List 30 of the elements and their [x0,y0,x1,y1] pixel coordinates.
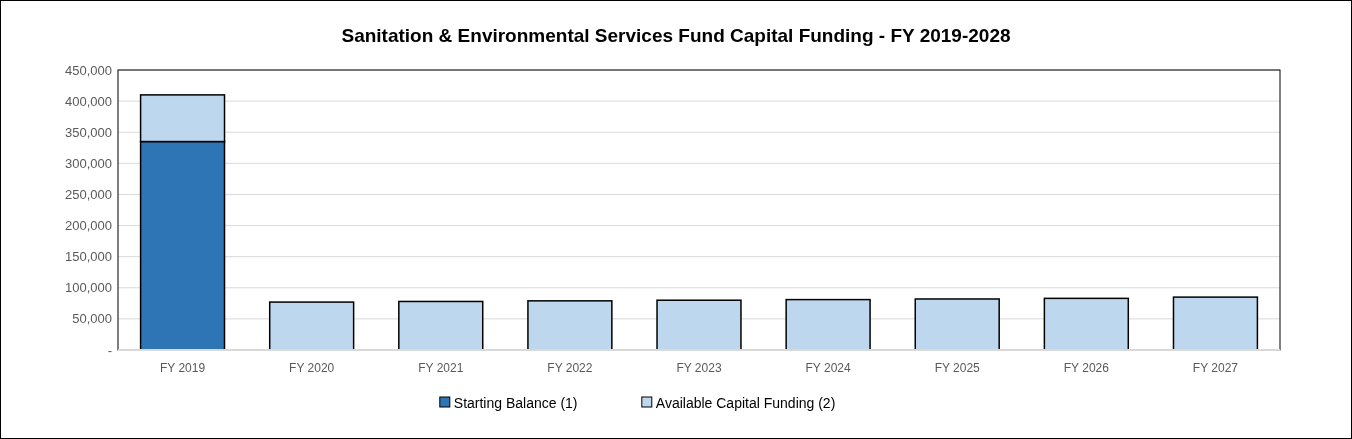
chart-title: Sanitation & Environmental Services Fund Capital Funding - FY 2019-2028 [341,25,1011,46]
x-tick-label: FY 2023 [676,361,722,375]
y-tick-label: - [107,342,112,358]
legend-label: Available Capital Funding (2) [655,394,836,411]
y-tick-label: 200,000 [65,218,112,234]
y-tick-label: 400,000 [65,93,112,109]
bar [785,298,871,351]
y-tick-label: 50,000 [72,311,112,327]
x-tick-label: FY 2019 [159,361,206,375]
y-tick-label: 450,000 [65,62,112,78]
bar [656,299,742,351]
bar [268,301,355,351]
y-tick-label: 100,000 [65,280,112,296]
x-tick-label: FY 2026 [1063,361,1110,375]
y-tick-label: 350,000 [65,124,112,140]
x-tick-label: FY 2027 [1192,361,1239,375]
x-tick-label: FY 2022 [547,361,593,375]
x-tick-label: FY 2020 [289,361,335,375]
bar [398,300,484,351]
y-tick-label: 150,000 [65,249,112,265]
bar [914,298,1000,351]
x-tick-label: FY 2024 [805,361,852,375]
x-tick-label: FY 2021 [418,361,464,375]
bar [527,300,613,351]
legend-label: Starting Balance (1) [453,394,578,411]
y-tick-label: 300,000 [65,155,112,171]
bar [1172,296,1259,351]
bar [1043,297,1130,351]
y-tick-label: 250,000 [65,186,112,202]
x-tick-label: FY 2025 [934,361,981,375]
